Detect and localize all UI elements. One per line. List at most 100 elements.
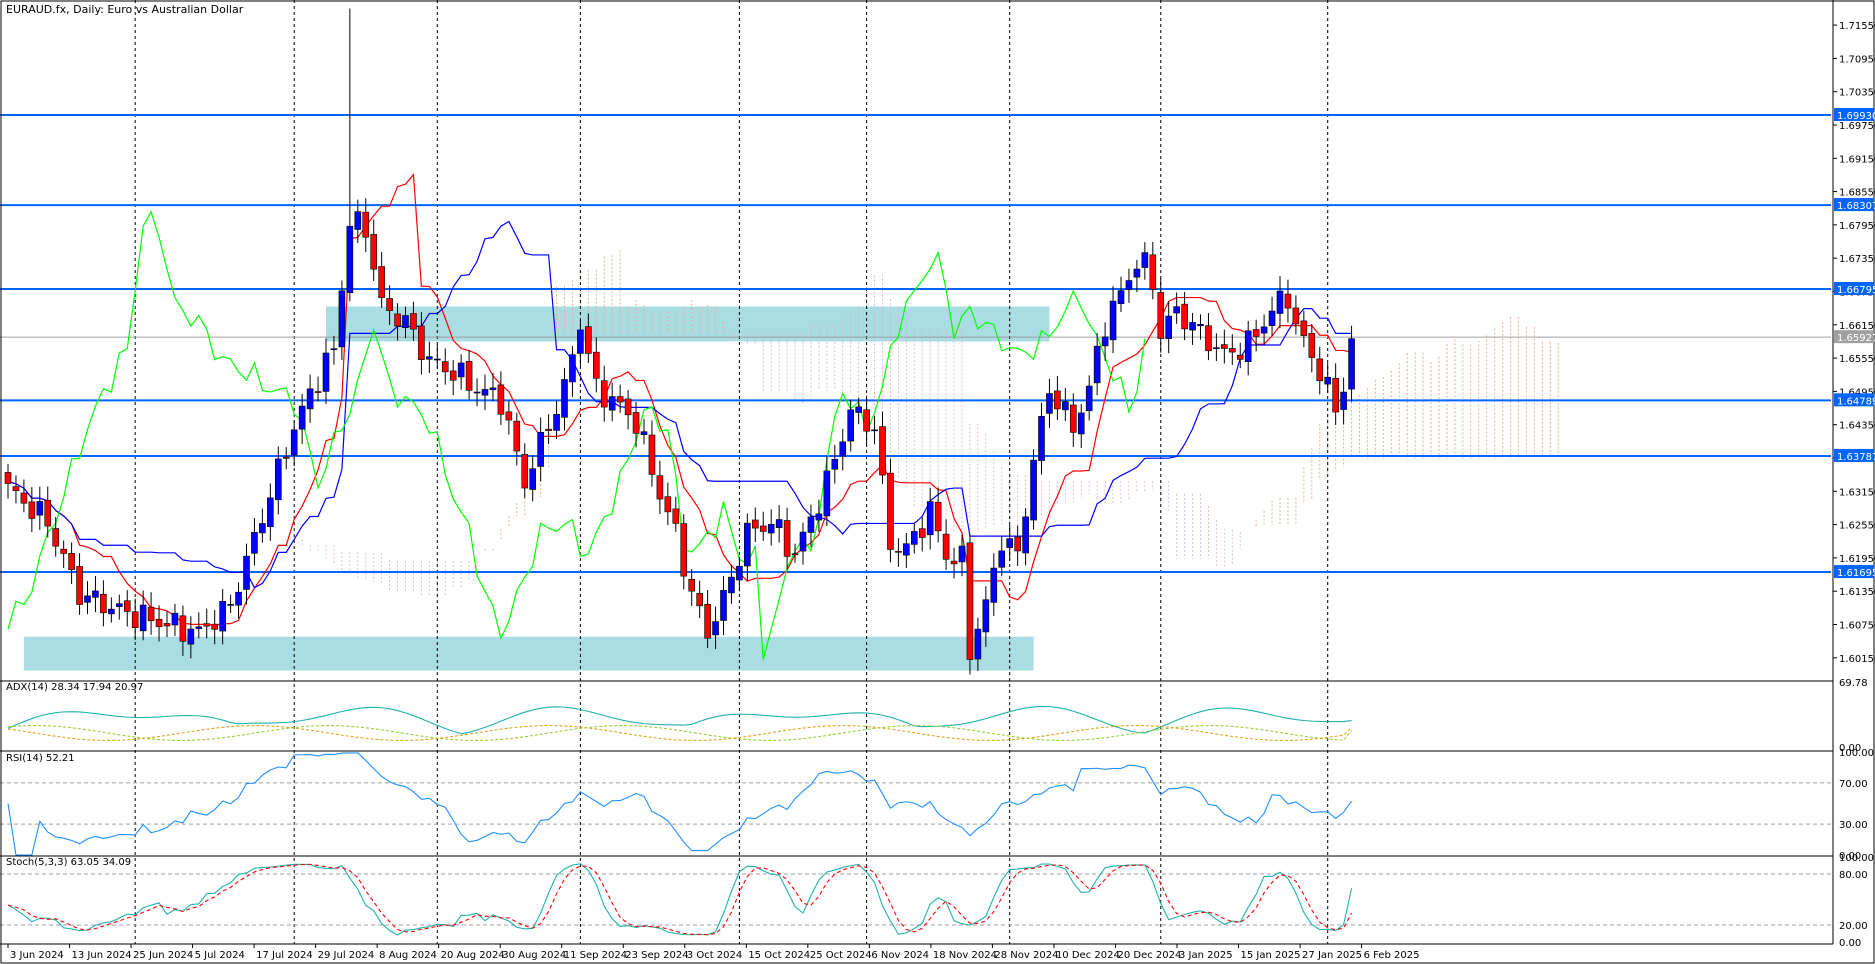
candle-body [1332, 377, 1339, 413]
candle-body [52, 528, 60, 547]
candle-body [1054, 390, 1061, 410]
candle-body [1085, 385, 1093, 412]
candle-body [1189, 322, 1196, 331]
candle-body [910, 531, 918, 545]
candle-body [545, 428, 552, 431]
candle-body [728, 576, 735, 594]
candle-body [855, 406, 862, 413]
plus-di-line [7, 725, 1352, 742]
price-tick-label: 1.70350 [1839, 88, 1875, 99]
candle-body [330, 348, 338, 351]
date-tick-label: 6 Nov 2024 [871, 950, 929, 961]
candle-body [473, 391, 481, 394]
date-tick-label: 3 Oct 2024 [687, 950, 742, 961]
candle-body [346, 225, 354, 294]
date-tick-label: 5 Jul 2024 [195, 950, 245, 961]
candle-body [505, 411, 513, 421]
level-price-label: 1.63787 [1837, 452, 1875, 463]
candle-body [1324, 376, 1331, 385]
candle-body [648, 434, 656, 475]
candle-body [267, 497, 274, 528]
candle-body [942, 533, 950, 560]
candle-body [736, 565, 743, 581]
candle-body [131, 611, 139, 628]
date-tick-label: 29 Jul 2024 [318, 950, 375, 961]
candle-body [847, 409, 855, 442]
candle-body [441, 361, 449, 373]
candle-body [1117, 290, 1125, 304]
candle-body [1062, 401, 1069, 411]
indicator-tick-label: 100.00 [1839, 853, 1874, 864]
candle-body [1244, 330, 1252, 362]
candle-body [569, 354, 576, 383]
candle-body [1284, 293, 1292, 309]
candle-body [751, 519, 759, 529]
support-resistance-zone [326, 306, 1050, 342]
candle-body [632, 412, 640, 434]
candle-body [585, 326, 592, 354]
candle-body [171, 612, 179, 626]
candle-body [4, 472, 12, 484]
candle-body [966, 542, 974, 660]
candle-body [521, 454, 529, 489]
candle-body [656, 475, 664, 500]
candle-body [314, 391, 322, 393]
candle-body [696, 593, 703, 607]
candle-body [338, 290, 346, 348]
candle-body [640, 431, 648, 435]
date-tick-label: 23 Sep 2024 [625, 950, 688, 961]
candle-body [537, 431, 544, 467]
minus-di-line [7, 725, 1352, 742]
candle-body [783, 520, 791, 557]
level-price-label: 1.61695 [1837, 568, 1875, 579]
level-price-label: 1.68307 [1837, 201, 1875, 212]
level-price-label: 1.64789 [1837, 396, 1875, 407]
indicator-tick-label: 0.00 [1839, 743, 1861, 754]
candle-body [1014, 536, 1021, 552]
candle-body [60, 548, 67, 554]
candle-body [402, 315, 409, 329]
candle-body [20, 492, 28, 504]
candle-body [497, 384, 505, 415]
level-price-label: 1.66795 [1837, 285, 1875, 296]
candle-body [354, 211, 362, 230]
candle-body [449, 370, 457, 381]
candle-body [203, 623, 211, 627]
date-tick-label: 27 Jan 2025 [1302, 950, 1362, 961]
candle-body [1221, 344, 1228, 349]
price-tick-label: 1.63150 [1839, 487, 1875, 498]
candle-body [1070, 404, 1077, 433]
candle-body [1101, 336, 1109, 347]
candle-body [879, 426, 886, 476]
candle-body [704, 604, 711, 639]
indicator-tick-label: 0.00 [1839, 851, 1861, 862]
date-tick-label: 20 Dec 2024 [1117, 950, 1181, 961]
candle-body [1340, 391, 1347, 410]
candle-body [1252, 329, 1260, 337]
date-tick-label: 17 Jul 2024 [256, 950, 313, 961]
candle-body [1292, 307, 1300, 325]
candle-body [974, 628, 982, 660]
candle-body [799, 531, 807, 552]
candles-layer [4, 8, 1355, 675]
candle-body [712, 621, 719, 636]
candle-body [489, 387, 497, 391]
candle-body [1260, 326, 1268, 334]
indicator-tick-label: 80.00 [1839, 870, 1868, 881]
candle-body [759, 525, 767, 532]
candle-body [990, 567, 998, 603]
stoch-main-line [7, 863, 1353, 936]
candle-body [1213, 347, 1220, 349]
indicator-tick-label: 69.78 [1839, 678, 1868, 689]
candle-body [259, 523, 266, 534]
candle-body [92, 590, 99, 598]
candle-body [147, 606, 155, 622]
price-tick-label: 1.70950 [1839, 54, 1875, 65]
date-tick-label: 10 Dec 2024 [1056, 950, 1120, 961]
candle-body [934, 501, 942, 532]
candle-body [378, 266, 385, 298]
candle-body [84, 595, 91, 603]
date-tick-label: 18 Nov 2024 [933, 950, 997, 961]
current-price-tag [1834, 330, 1874, 344]
